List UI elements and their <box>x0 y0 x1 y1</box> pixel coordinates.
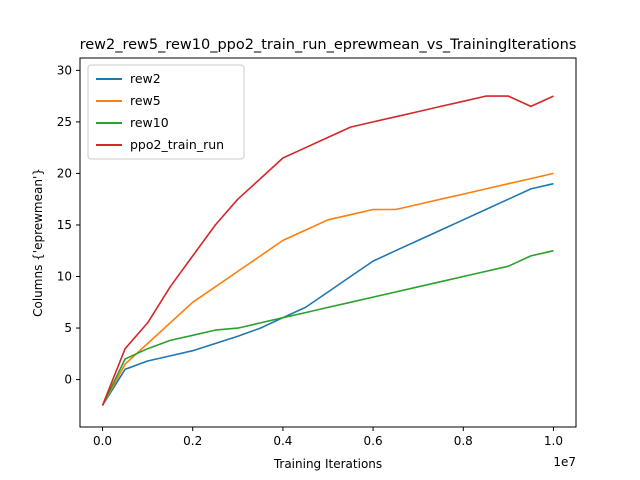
legend-box <box>87 64 245 160</box>
y-axis: 0 5 10 15 20 25 30 <box>57 63 80 387</box>
series-line-rew5 <box>101 172 554 406</box>
series-line-ppo2-train-run <box>101 95 554 406</box>
x-tick-label: 1.0 <box>544 434 563 448</box>
y-tick-label: 30 <box>57 63 72 77</box>
legend-label: rew2 <box>130 71 161 86</box>
x-axis: 0.0 0.2 0.4 0.6 0.8 1.0 <box>93 427 563 448</box>
y-tick-label: 25 <box>57 115 72 129</box>
x-axis-label: Training Iterations <box>273 457 382 471</box>
legend: rew2 rew5 rew10 ppo2_train_run <box>87 64 245 160</box>
plot-frame <box>79 57 577 428</box>
x-axis-offset-label: 1e7 <box>553 455 576 469</box>
y-tick-label: 5 <box>64 321 72 335</box>
x-tick-label: 0.0 <box>93 434 112 448</box>
legend-label: rew10 <box>130 115 169 130</box>
x-tick-label: 0.6 <box>364 434 383 448</box>
y-axis-label: Columns {'eprewmean'} <box>31 168 45 317</box>
chart-title: rew2_rew5_rew10_ppo2_train_run_eprewmean… <box>80 37 577 53</box>
y-tick-label: 10 <box>57 270 72 284</box>
y-tick-label: 0 <box>64 373 72 387</box>
series-layer <box>101 95 554 406</box>
legend-label: ppo2_train_run <box>130 137 224 152</box>
y-tick-label: 15 <box>57 218 72 232</box>
series-line-rew10 <box>101 249 554 406</box>
y-tick-label: 20 <box>57 166 72 180</box>
x-tick-label: 0.2 <box>183 434 202 448</box>
series-line-rew2 <box>101 182 554 406</box>
x-tick-label: 0.8 <box>454 434 473 448</box>
x-tick-label: 0.4 <box>273 434 292 448</box>
legend-label: rew5 <box>130 93 161 108</box>
